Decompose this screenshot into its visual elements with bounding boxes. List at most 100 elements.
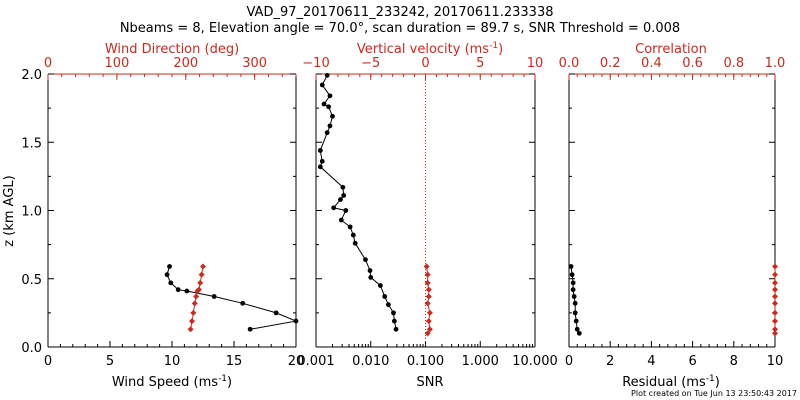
right-series-0-point	[571, 294, 577, 299]
left-series-1-line	[190, 266, 204, 330]
mid-series-1-point	[425, 318, 432, 325]
right-series-1-point	[772, 271, 778, 278]
xtick-label-top: −5	[361, 56, 380, 71]
left-series-0-point	[247, 326, 253, 332]
xtick-label-bottom: 4	[647, 354, 655, 369]
left-series-1-point	[190, 309, 197, 316]
right-series-0-point	[574, 326, 580, 332]
mid-series-0-point	[324, 130, 330, 136]
xtick-label-bottom: 10.000	[512, 354, 558, 369]
mid-series-0-point	[319, 82, 325, 88]
left-series-1-point	[194, 288, 201, 295]
left-series-0-point	[293, 318, 299, 324]
left-series-1-point	[188, 318, 195, 325]
mid-series-0-point	[341, 193, 347, 198]
xtick-label-bottom: 8	[730, 354, 738, 369]
mid-series-1-point	[425, 286, 432, 293]
xtick-label-top: 10	[527, 56, 544, 71]
mid-series-0-point	[317, 148, 323, 153]
xtick-label-bottom: 10	[767, 354, 784, 369]
mid-series-0-point	[363, 257, 368, 263]
right-series-1-point	[772, 263, 778, 270]
right-series-0-point	[573, 318, 579, 324]
left-series-1-point	[193, 293, 200, 300]
mid-series-1-point	[424, 300, 431, 307]
left-bottom-xlabel: Wind Speed (ms-1)	[112, 374, 232, 390]
xtick-label-bottom: 0	[44, 354, 52, 369]
mid-series-0-point	[340, 184, 346, 190]
xtick-label-top: 0.4	[641, 56, 662, 71]
left-series-0-point	[273, 310, 279, 316]
xtick-label-bottom: 6	[688, 354, 696, 369]
mid-series-1-point	[426, 309, 433, 316]
left-series-0-point	[184, 288, 190, 294]
mid-series-0-point	[324, 72, 330, 78]
mid-series-1-point	[424, 271, 431, 278]
mid-series-0-point	[382, 294, 388, 299]
xtick-label-bottom: 10	[164, 354, 181, 369]
right-series-0-point	[576, 330, 582, 336]
xtick-label-bottom: 0	[565, 354, 573, 369]
xtick-label-top: 100	[104, 56, 129, 71]
xtick-label-top: 0.0	[559, 56, 580, 71]
panel-snr-vertical-velocity: 0.001 0.010 0.100 1.000 10.000 −10 −5 0 5 10	[297, 56, 557, 369]
mid-series-0-point	[330, 113, 335, 119]
mid-series-0-point	[327, 93, 333, 99]
xtick-label-bottom: 20	[288, 354, 305, 369]
mid-series-1-line	[426, 266, 431, 334]
right-series-0-point	[569, 272, 575, 278]
mid-series-0-point	[326, 104, 332, 110]
mid-series-0-point	[347, 224, 353, 230]
xtick-label-top: 1.0	[765, 56, 786, 71]
left-series-1-point	[200, 263, 206, 270]
left-series-0-point	[211, 294, 217, 299]
right-series-1-point	[772, 293, 778, 300]
xtick-label-bottom: 1.000	[462, 354, 499, 369]
right-series-1-point	[772, 330, 778, 337]
ytick-label: 1.5	[21, 136, 42, 151]
mid-series-0-point	[319, 158, 325, 164]
xtick-label-bottom: 15	[226, 354, 243, 369]
ytick-label: 1.0	[21, 205, 42, 220]
ytick-label: 0.5	[21, 273, 42, 288]
xtick-label-top: 0	[44, 56, 52, 71]
left-series-1-point	[187, 326, 194, 333]
right-series-0-point	[572, 310, 578, 316]
xtick-label-top: 0.2	[600, 56, 621, 71]
xtick-label-top: 0.8	[723, 56, 744, 71]
left-series-0-point	[167, 264, 172, 269]
left-series-0-point	[175, 287, 181, 293]
right-series-0-point	[570, 280, 576, 286]
mid-series-0-point	[327, 123, 333, 129]
left-series-1-point	[197, 279, 204, 286]
mid-series-1-point	[424, 279, 431, 286]
xtick-label-bottom: 5	[106, 354, 114, 369]
right-series-1-point	[772, 300, 778, 307]
xtick-label-top: 5	[476, 56, 484, 71]
right-series-0-point	[568, 264, 574, 269]
mid-series-1-point	[426, 326, 433, 333]
panel-wind: 0.00.51.01.52.00 5 10 15 200 100 200 300	[21, 56, 304, 369]
mid-series-0-point	[352, 240, 358, 246]
mid-series-0-point	[338, 197, 343, 202]
right-series-0-point	[570, 287, 576, 293]
xtick-label-bottom: 0.001	[297, 354, 334, 369]
mid-series-1-point	[424, 330, 431, 337]
mid-series-0-point	[338, 217, 344, 223]
mid-series-1-point	[423, 263, 430, 270]
right-top-xlabel: Correlation	[635, 42, 707, 57]
left-top-xlabel: Wind Direction (deg)	[105, 42, 239, 57]
mid-series-0-point	[368, 274, 374, 280]
mid-series-0-point	[393, 326, 399, 332]
right-series-0-line	[570, 266, 580, 334]
right-series-1-point	[772, 279, 778, 286]
mid-series-0-point	[350, 232, 356, 238]
xtick-label-top: −10	[302, 56, 329, 71]
left-series-0-point	[240, 300, 246, 306]
mid-series-0-line	[319, 75, 397, 330]
xtick-label-top: 0	[421, 56, 429, 71]
xtick-label-top: 0.6	[682, 56, 703, 71]
mid-series-0-point	[331, 205, 337, 211]
xtick-label-top: 200	[173, 56, 198, 71]
